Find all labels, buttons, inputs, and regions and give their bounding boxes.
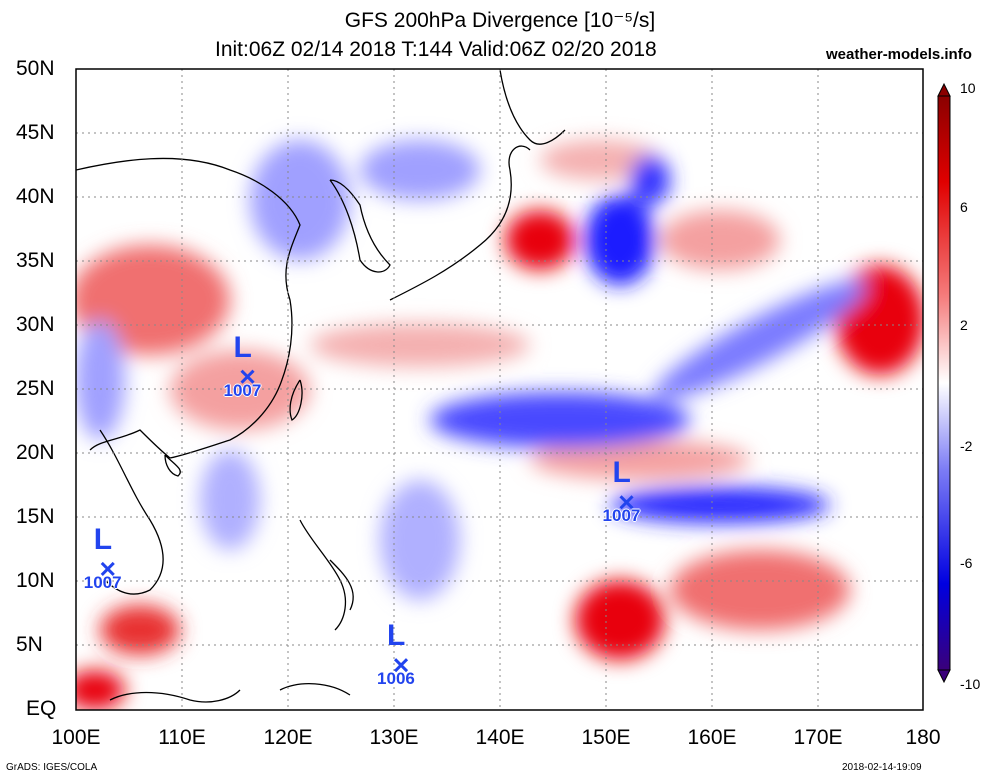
lon-label: 110E (158, 726, 206, 749)
low-center-marker (393, 658, 409, 673)
low-pressure-value: 1007 (602, 506, 641, 526)
colorbar-label: -6 (960, 555, 973, 571)
lon-label: 100E (51, 726, 101, 749)
colorbar (937, 82, 951, 684)
lat-label: 45N (16, 121, 55, 144)
low-center-marker (100, 561, 115, 577)
map-frame (75, 68, 924, 711)
credit-text: GrADS: IGES/COLA (6, 762, 98, 773)
lat-label: 40N (16, 185, 55, 208)
low-pressure-letter: L (233, 330, 252, 364)
lat-label: 20N (16, 441, 55, 464)
colorbar-label: 10 (960, 80, 976, 96)
lat-label: 35N (16, 249, 55, 272)
low-center-marker (619, 495, 634, 510)
lat-label: 5N (16, 633, 43, 656)
low-pressure-letter: L (612, 456, 631, 490)
low-center-marker (240, 369, 255, 384)
lon-label: 140E (475, 726, 525, 749)
lat-label: 10N (16, 569, 55, 592)
colorbar-label: -2 (960, 438, 973, 454)
low-pressure-value: 1007 (223, 380, 262, 400)
map-subtitle: Init:06Z 02/14 2018 T:144 Valid:06Z 02/2… (215, 38, 657, 61)
site-name: weather-models.info (826, 46, 972, 63)
lon-label: 130E (369, 726, 419, 749)
colorbar-label: 2 (960, 317, 968, 333)
low-pressure-letter: L (387, 619, 406, 653)
lat-label: 50N (16, 57, 55, 80)
lat-label: EQ (26, 697, 57, 720)
divergence-field (76, 69, 923, 710)
map-title: GFS 200hPa Divergence [10⁻⁵/s] (344, 9, 656, 32)
low-pressure-value: 1006 (377, 669, 415, 689)
low-pressure-letter: L (93, 522, 113, 556)
lon-label: 180 (905, 726, 941, 749)
lon-label: 150E (581, 726, 631, 749)
colorbar-label: 6 (960, 199, 968, 215)
lat-label: 30N (16, 313, 55, 336)
timestamp-text: 2018-02-14-19:09 (842, 762, 922, 773)
colorbar-label: -10 (960, 676, 981, 692)
lat-label: 15N (16, 505, 55, 528)
lon-label: 160E (687, 726, 737, 749)
lat-label: 25N (16, 377, 55, 400)
low-pressure-value: 1007 (83, 572, 122, 592)
lon-label: 120E (263, 726, 313, 749)
lon-label: 170E (793, 726, 843, 749)
